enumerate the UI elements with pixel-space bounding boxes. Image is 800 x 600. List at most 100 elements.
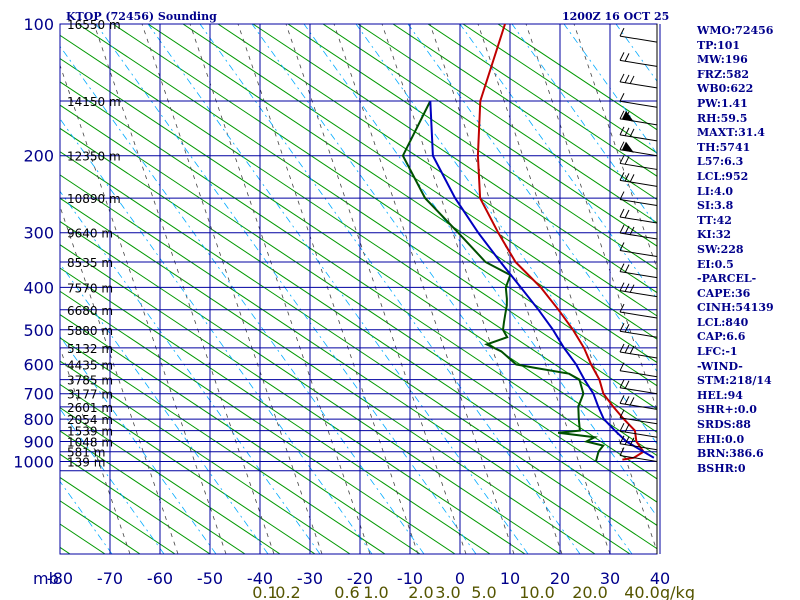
wind-barb: [619, 343, 658, 359]
dry-adiabat-line: [60, 407, 281, 554]
temperature-tick-label: 10: [500, 569, 520, 588]
mixing-ratio-label: 10.0: [519, 583, 555, 600]
height-label: 4435 m: [67, 358, 113, 372]
dry-adiabat-line: [462, 24, 657, 154]
dry-adiabat-line: [357, 24, 657, 224]
height-label: 1048 m: [67, 435, 113, 449]
wind-barb: [619, 263, 658, 279]
wind-barb: [619, 242, 658, 258]
height-label: 581 m: [67, 446, 105, 460]
moist-adiabat-line: [429, 24, 611, 554]
wind-barb: [619, 155, 658, 170]
wind-barb: [619, 435, 658, 451]
dry-adiabat-line: [77, 24, 657, 410]
station-title: KTOP (72456) Sounding: [66, 10, 217, 23]
temperature-tick-label: -10: [397, 569, 423, 588]
pressure-tick-label: 100: [23, 15, 54, 34]
moist-adiabat-line: [141, 24, 323, 554]
mixing-ratio-line: [60, 335, 217, 554]
dry-adiabat-line: [60, 57, 657, 457]
dry-adiabat-line: [112, 24, 657, 387]
index-item: LFC:-1: [697, 345, 738, 359]
pressure-tick-label: 700: [23, 385, 54, 404]
dry-adiabat-line: [60, 104, 657, 503]
temperature-tick-label: -70: [97, 569, 123, 588]
moist-adiabat-line: [60, 346, 131, 554]
height-label: 8535 m: [67, 256, 113, 270]
height-label: 16550 m: [67, 18, 121, 32]
wind-barb: [619, 93, 658, 108]
moist-adiabats: [60, 24, 657, 554]
mixing-ratio-label: 0.2: [275, 583, 300, 600]
pressure-tick-label: 800: [23, 410, 54, 429]
mixing-unit-label: g/kg: [660, 583, 695, 600]
dry-adiabat-line: [60, 453, 211, 554]
index-item: STM:218/14: [697, 374, 772, 388]
height-label: 1539 m: [67, 425, 113, 439]
wind-barb: [619, 191, 658, 207]
index-item: MW:196: [697, 53, 748, 67]
index-item: CAP:6.6: [697, 330, 746, 344]
mixing-ratio-label: 3.0: [435, 583, 460, 600]
index-item: WMO:72456: [697, 24, 774, 37]
dry-adiabat-line: [322, 24, 657, 247]
wind-barb: [619, 303, 658, 319]
height-label: 6680 m: [67, 304, 113, 318]
index-item: LCL:952: [697, 169, 749, 183]
temperature-trace: [476, 24, 645, 461]
mixing-ratio-line: [407, 24, 657, 372]
stability-indices: WMO:72456 TP:101 MW:196 FRZ:582 WB0:622 PW:1.…: [697, 24, 774, 476]
height-label: 14150 m: [67, 95, 121, 109]
temperature-tick-label: -60: [147, 569, 173, 588]
index-item: BRN:386.6: [697, 447, 764, 461]
pressure-tick-label: 300: [23, 224, 54, 243]
index-item: FRZ:582: [697, 67, 750, 81]
plot-frame: [59, 23, 658, 555]
temperature-tick-label: -30: [297, 569, 323, 588]
mixing-ratio-label: 2.0: [408, 583, 433, 600]
pressure-unit-label: mb: [33, 569, 59, 588]
dry-adiabat-line: [60, 34, 657, 433]
moist-adiabat-line: [381, 24, 563, 554]
temperature-tick-label: 20: [550, 569, 570, 588]
pressure-tick-label: 200: [23, 147, 54, 166]
height-label: 10890 m: [67, 192, 121, 206]
dry-adiabat-line: [60, 81, 657, 480]
moist-adiabat-line: [285, 24, 467, 554]
dry-adiabats: [60, 24, 657, 554]
dry-adiabat-line: [427, 24, 657, 177]
temperature-tick-label: 30: [600, 569, 620, 588]
temperature-tick-label: -40: [247, 569, 273, 588]
index-item: PW:1.41: [697, 96, 748, 110]
pressure-tick-label: 600: [23, 355, 54, 374]
wind-barb: [619, 52, 658, 67]
mixing-ratio-line: [199, 24, 581, 554]
dry-adiabat-line: [392, 24, 657, 201]
pressure-tick-label: 400: [23, 278, 54, 297]
mixing-ratio-line: [60, 190, 321, 554]
dry-adiabat-line: [60, 267, 491, 554]
moist-adiabat-line: [60, 205, 179, 554]
moist-adiabat-line: [237, 24, 419, 554]
moist-adiabat-line: [477, 24, 657, 553]
mixing-ratio-line: [251, 24, 633, 554]
wind-barb: [619, 110, 658, 126]
pressure-tick-label: 900: [23, 432, 54, 451]
wind-barb: [619, 379, 658, 395]
dry-adiabat-line: [287, 24, 657, 270]
dry-adiabat-line: [60, 337, 386, 554]
height-label: 7570 m: [67, 281, 113, 295]
index-item: MAXT:31.4: [697, 126, 765, 140]
index-item: WB0:622: [697, 82, 754, 96]
mixing-ratio-label: 0.1: [252, 583, 277, 600]
dewpoint-trace: [401, 100, 605, 462]
index-item: LI:4.0: [697, 184, 734, 198]
moist-adiabat-line: [93, 24, 275, 554]
index-item: EI:0.5: [697, 257, 734, 271]
dry-adiabat-line: [60, 127, 657, 527]
dry-adiabat-line: [252, 24, 657, 294]
wind-barb: [619, 323, 658, 338]
index-item: HEL:94: [697, 388, 743, 402]
